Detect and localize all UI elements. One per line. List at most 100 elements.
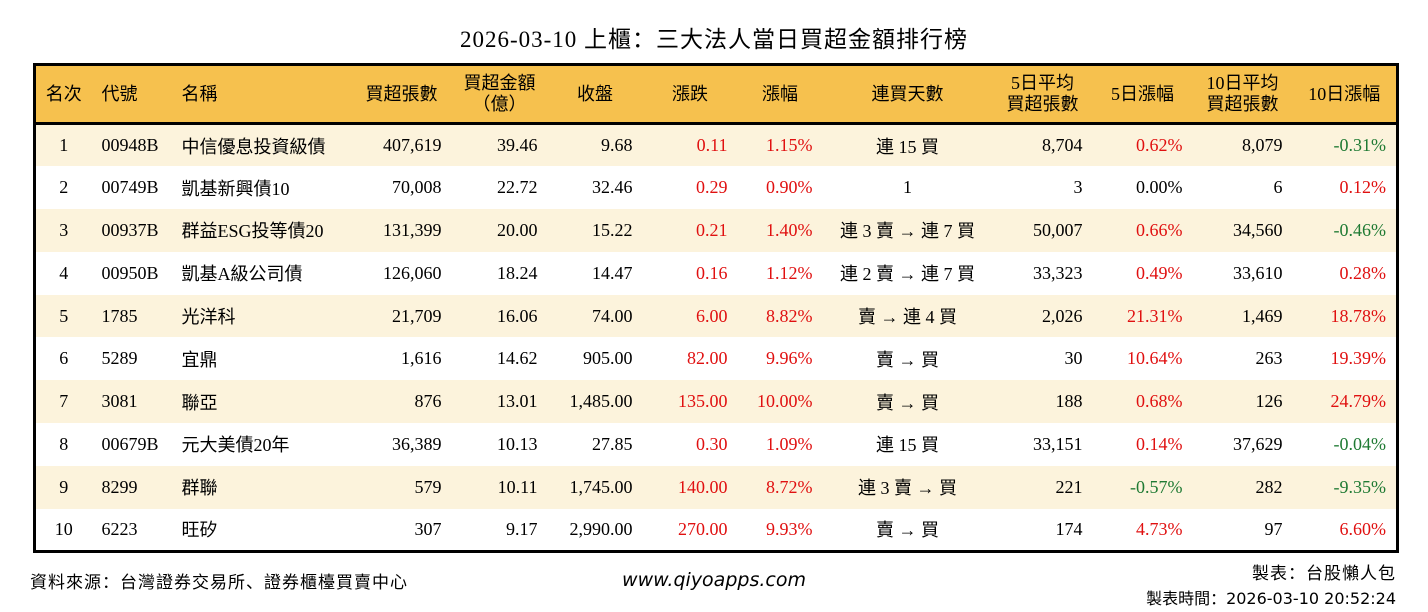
cell-avg10: 34,560 xyxy=(1192,209,1293,252)
cell-change_pct: 1.09% xyxy=(737,423,823,466)
cell-pct5: 0.49% xyxy=(1092,251,1193,295)
cell-change: 82.00 xyxy=(642,337,738,381)
cell-streak: 連 3 賣 → 買 xyxy=(822,465,993,509)
cell-streak: 連 3 賣 → 連 7 買 xyxy=(822,209,993,252)
cell-code: 1785 xyxy=(91,294,164,338)
cell-change: 0.30 xyxy=(642,423,738,466)
cell-close: 14.47 xyxy=(547,251,643,295)
cell-pct10: -0.31% xyxy=(1292,123,1398,167)
cell-pct5: 4.73% xyxy=(1092,508,1193,552)
col-header-volume: 買超張數 xyxy=(351,64,452,125)
table-row: 7 3081 聯亞 876 13.01 1,485.00 135.00 10.00% 賣 → 買… xyxy=(34,380,1398,424)
cell-rank: 2 xyxy=(34,166,92,210)
cell-rank: 4 xyxy=(34,251,92,295)
cell-avg10: 33,610 xyxy=(1192,251,1293,295)
cell-pct5: 0.14% xyxy=(1092,423,1193,466)
cell-change_pct: 8.82% xyxy=(737,294,823,338)
cell-rank: 1 xyxy=(34,123,92,167)
table-row: 1 00948B 中信優息投資級債 407,619 39.46 9.68 0.11 1.15%… xyxy=(34,123,1398,167)
cell-amount: 39.46 xyxy=(451,123,548,167)
cell-streak: 1 xyxy=(822,166,993,210)
ranking-table: 名次 代號 名稱 買超張數 買超金額 （億） 收盤 漲跌 漲幅 連買天數 5日平均 買超張數 5日漲… xyxy=(33,63,1399,553)
cell-name: 凱基A級公司債 xyxy=(163,251,352,295)
cell-change_pct: 1.15% xyxy=(737,123,823,167)
cell-pct10: -9.35% xyxy=(1292,465,1398,509)
cell-rank: 9 xyxy=(34,465,92,509)
cell-avg10: 97 xyxy=(1192,508,1293,552)
cell-change_pct: 9.96% xyxy=(737,337,823,381)
cell-name: 凱基新興債10 xyxy=(163,166,352,210)
cell-name: 群聯 xyxy=(163,465,352,509)
cell-volume: 579 xyxy=(351,465,452,509)
cell-avg10: 6 xyxy=(1192,166,1293,210)
table-row: 2 00749B 凱基新興債10 70,008 22.72 32.46 0.29 0.90% 1… xyxy=(34,166,1398,210)
data-source-text: 資料來源：台灣證券交易所、證券櫃檯買賣中心 xyxy=(30,572,408,592)
cell-name: 光洋科 xyxy=(163,294,352,338)
cell-pct5: 0.66% xyxy=(1092,209,1193,252)
cell-pct10: 19.39% xyxy=(1292,337,1398,381)
cell-change: 0.11 xyxy=(642,123,738,167)
cell-name: 旺矽 xyxy=(163,508,352,552)
cell-rank: 10 xyxy=(34,508,92,552)
table-row: 8 00679B 元大美債20年 36,389 10.13 27.85 0.30 1.09% 連… xyxy=(34,423,1398,466)
cell-pct5: -0.57% xyxy=(1092,465,1193,509)
cell-rank: 3 xyxy=(34,209,92,252)
cell-close: 2,990.00 xyxy=(547,508,643,552)
cell-avg10: 282 xyxy=(1192,465,1293,509)
cell-volume: 876 xyxy=(351,380,452,424)
cell-close: 15.22 xyxy=(547,209,643,252)
cell-pct10: -0.04% xyxy=(1292,423,1398,466)
page-title: 2026-03-10 上櫃：三大法人當日買超金額排行榜 xyxy=(459,27,969,52)
cell-name: 群益ESG投等債20 xyxy=(163,209,352,252)
col-header-code: 代號 xyxy=(91,64,164,125)
cell-rank: 6 xyxy=(34,337,92,381)
cell-volume: 131,399 xyxy=(351,209,452,252)
col-header-avg10: 10日平均 買超張數 xyxy=(1192,64,1293,125)
cell-volume: 1,616 xyxy=(351,337,452,381)
cell-code: 00948B xyxy=(91,123,164,167)
cell-volume: 70,008 xyxy=(351,166,452,210)
table-row: 9 8299 群聯 579 10.11 1,745.00 140.00 8.72% 連 3 賣 … xyxy=(34,465,1398,509)
cell-code: 3081 xyxy=(91,380,164,424)
cell-code: 6223 xyxy=(91,508,164,552)
table-row: 5 1785 光洋科 21,709 16.06 74.00 6.00 8.82% 賣 → 連 4… xyxy=(34,294,1398,338)
col-header-rank: 名次 xyxy=(34,64,92,125)
cell-close: 32.46 xyxy=(547,166,643,210)
cell-amount: 22.72 xyxy=(451,166,548,210)
cell-amount: 16.06 xyxy=(451,294,548,338)
cell-pct10: 6.60% xyxy=(1292,508,1398,552)
cell-close: 1,745.00 xyxy=(547,465,643,509)
cell-streak: 連 15 買 xyxy=(822,423,993,466)
cell-name: 中信優息投資級債 xyxy=(163,123,352,167)
cell-avg10: 1,469 xyxy=(1192,294,1293,338)
cell-amount: 18.24 xyxy=(451,251,548,295)
cell-change_pct: 9.93% xyxy=(737,508,823,552)
cell-volume: 126,060 xyxy=(351,251,452,295)
header-row: 名次 代號 名稱 買超張數 買超金額 （億） 收盤 漲跌 漲幅 連買天數 5日平均 買超張數 5日漲… xyxy=(34,64,1398,125)
cell-streak: 賣 → 連 4 買 xyxy=(822,294,993,338)
cell-avg5: 33,151 xyxy=(992,423,1093,466)
cell-change: 135.00 xyxy=(642,380,738,424)
cell-code: 8299 xyxy=(91,465,164,509)
cell-avg5: 30 xyxy=(992,337,1093,381)
cell-streak: 賣 → 買 xyxy=(822,508,993,552)
cell-volume: 407,619 xyxy=(351,123,452,167)
footer: 資料來源：台灣證券交易所、證券櫃檯買賣中心 www.qiyoapps.com 製… xyxy=(0,560,1428,612)
cell-avg10: 37,629 xyxy=(1192,423,1293,466)
cell-change: 0.29 xyxy=(642,166,738,210)
report-card: 2026-03-10 上櫃：三大法人當日買超金額排行榜 名次 代號 名稱 買超張數 買超… xyxy=(0,20,1428,612)
cell-avg5: 188 xyxy=(992,380,1093,424)
table-header: 名次 代號 名稱 買超張數 買超金額 （億） 收盤 漲跌 漲幅 連買天數 5日平均 買超張數 5日漲… xyxy=(34,64,1398,125)
cell-code: 00749B xyxy=(91,166,164,210)
cell-streak: 連 2 賣 → 連 7 買 xyxy=(822,251,993,295)
cell-avg5: 221 xyxy=(992,465,1093,509)
cell-pct5: 10.64% xyxy=(1092,337,1193,381)
cell-change_pct: 8.72% xyxy=(737,465,823,509)
table-row: 6 5289 宜鼎 1,616 14.62 905.00 82.00 9.96% 賣 → 買 30… xyxy=(34,337,1398,381)
cell-avg5: 174 xyxy=(992,508,1093,552)
cell-rank: 5 xyxy=(34,294,92,338)
cell-pct5: 0.00% xyxy=(1092,166,1193,210)
maker-text: 製表：台股懶人包 xyxy=(1252,563,1396,583)
cell-change: 6.00 xyxy=(642,294,738,338)
